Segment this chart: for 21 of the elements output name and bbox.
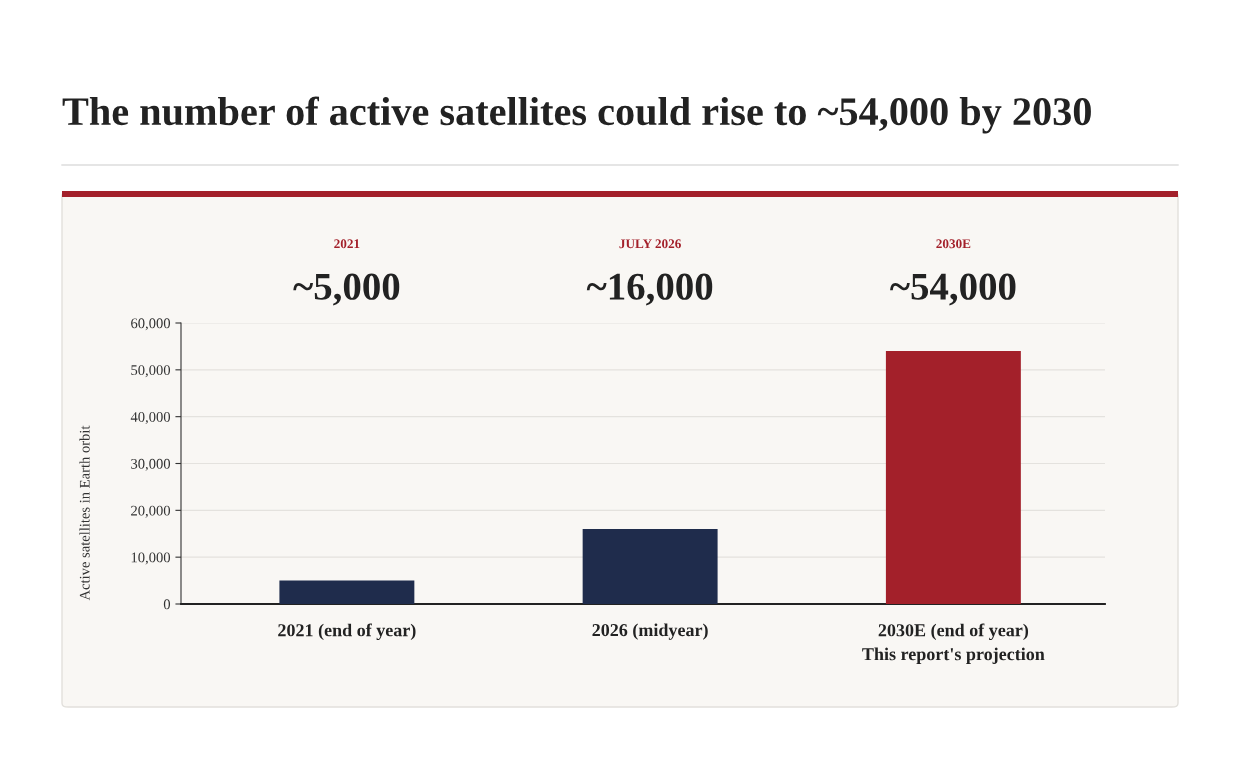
y-axis-title: Active satellites in Earth orbit	[79, 425, 90, 601]
text: ~54,000	[890, 273, 1016, 306]
bar	[582, 529, 718, 604]
x-tick-label: 2026 (midyear)	[592, 623, 708, 640]
text: 2030E	[936, 239, 971, 249]
text: 2021	[334, 239, 360, 249]
y-tick-label: 40,000	[130, 412, 171, 424]
y-tick-label: 30,000	[131, 458, 171, 471]
y-tick-label: 10,000	[131, 552, 171, 565]
bar	[279, 580, 415, 604]
x-tick-label: 2021 (end of year)	[278, 623, 416, 641]
x-tick-label: 2030E (end of year) This report's projection	[862, 623, 1045, 664]
chart-title: The number of active satellites could rise to ~54,000 by 2030	[62, 96, 1091, 134]
text: ~16,000	[586, 273, 713, 306]
text: JULY 2026	[619, 239, 681, 249]
y-tick-label: 20,000	[131, 505, 171, 518]
y-tick-label: 50,000	[131, 365, 171, 378]
y-tick-label: 0	[163, 599, 171, 610]
text: ~5,000	[293, 273, 400, 306]
y-tick-label: 60,000	[131, 318, 171, 331]
bar	[885, 351, 1021, 604]
